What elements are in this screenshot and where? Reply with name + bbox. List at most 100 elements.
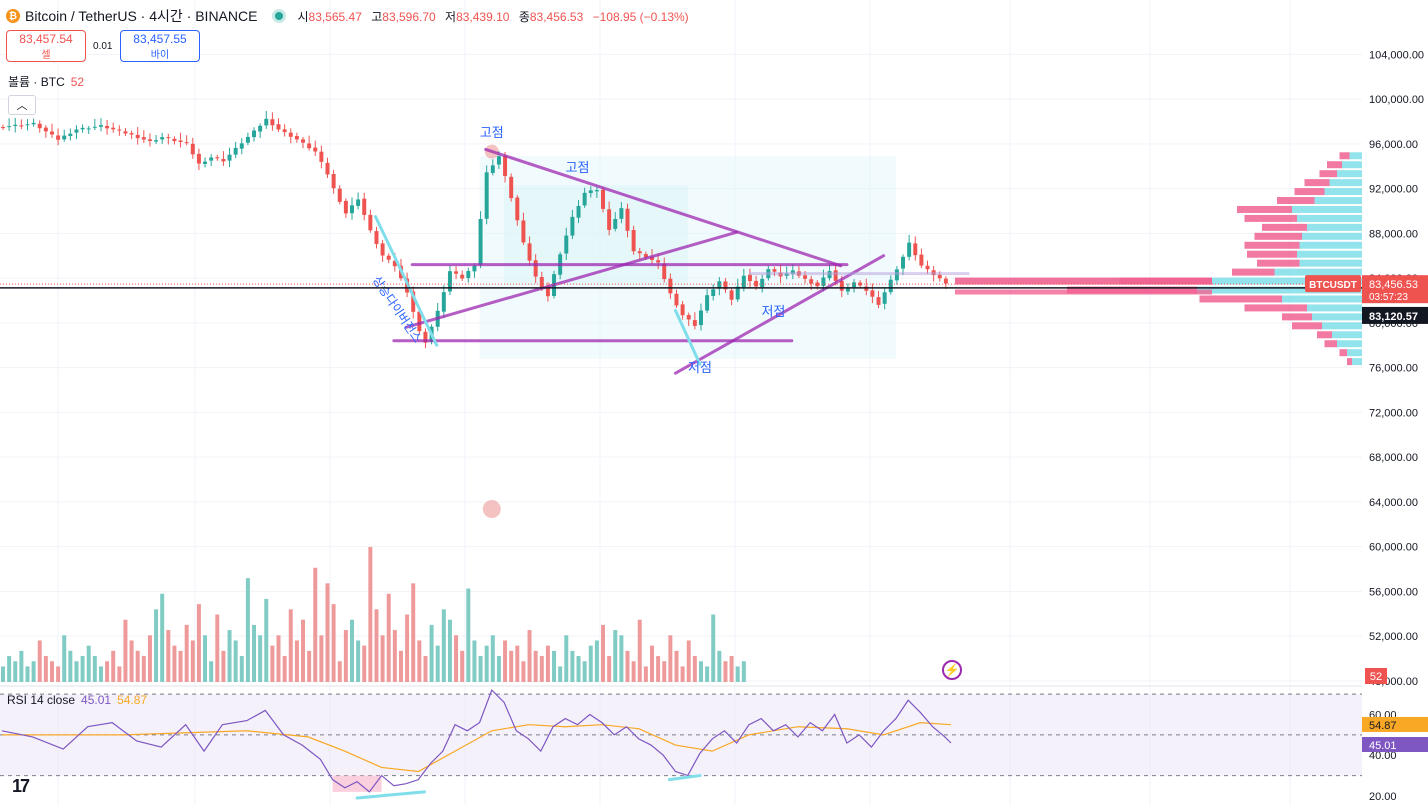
candle-body [460, 274, 465, 279]
symbol-title[interactable]: Bitcoin / TetherUS · 4시간 · BINANCE [25, 8, 258, 24]
sell-button[interactable]: 83,457.54 셀 [6, 30, 86, 62]
volume-bar [92, 656, 97, 682]
price-tick-label: 60,000.00 [1369, 542, 1418, 554]
candle-body [656, 260, 661, 263]
volume-bar [533, 650, 538, 682]
candle-body [141, 137, 146, 140]
profile-bar-up [1349, 152, 1362, 160]
ohlc-high-label: 고 [371, 9, 383, 24]
volume-bar [31, 661, 36, 682]
rsi-legend[interactable]: RSI 14 close 45.01 54.87 [7, 693, 147, 707]
lightning-icon[interactable]: ⚡ [942, 660, 962, 680]
rsi-ma-badge [1362, 716, 1428, 732]
rsi-divergence-line [667, 774, 702, 782]
volume-bar [325, 583, 330, 682]
candle-body [313, 147, 318, 152]
candle-body [37, 123, 42, 129]
candle-body [319, 151, 324, 162]
candle-body [43, 127, 48, 132]
ohlc-close-label: 종 [518, 9, 530, 24]
profile-bar-up [1297, 214, 1362, 222]
volume-bar [613, 630, 618, 682]
chart-annotation: 상승다이버전스 [370, 273, 425, 345]
volume-bar [637, 619, 642, 682]
volume-bar [484, 645, 489, 682]
collapse-legend-button[interactable]: ︿ [8, 95, 36, 115]
candle-body [882, 292, 887, 304]
profile-bar-up [1292, 205, 1362, 213]
volume-bar [374, 609, 379, 682]
volume-bar [160, 593, 165, 682]
candle-body [252, 130, 257, 138]
candle-body [454, 271, 459, 274]
profile-bar-down [1244, 304, 1307, 312]
profile-bar-up [1324, 188, 1362, 196]
ohlc-high: 83,596.70 [382, 9, 436, 24]
volume-bar [692, 656, 697, 682]
volume-legend[interactable]: 볼륨 · BTC 52 [8, 73, 84, 90]
candle-body [368, 214, 373, 231]
candle-body [711, 289, 716, 296]
candle-body [913, 243, 918, 256]
profile-poc [955, 277, 1212, 285]
profile-bar-up [1347, 349, 1362, 357]
candle-body [698, 310, 703, 326]
profile-bar-up [1332, 331, 1362, 339]
volume-bar [674, 650, 679, 682]
candle-body [135, 134, 140, 139]
candle-body [594, 190, 599, 192]
volume-bar [49, 661, 54, 682]
volume-bar [264, 598, 269, 682]
candle-body [484, 172, 489, 219]
volume-bar [227, 630, 232, 682]
candle-body [184, 142, 189, 144]
profile-bar-up [1342, 161, 1362, 169]
volume-bar [552, 650, 557, 682]
buy-button[interactable]: 83,457.55 바이 [120, 30, 200, 62]
candle-body [466, 270, 471, 279]
volume-bar [294, 640, 299, 682]
candle-body [178, 140, 183, 142]
candle-body [386, 255, 391, 260]
rsi-ma-line [2, 722, 952, 773]
sell-price: 83,457.54 [19, 31, 73, 46]
symbol-badge-label: BTCUSDT [1309, 280, 1357, 291]
candle-body [92, 126, 97, 128]
profile-bar-up [1337, 170, 1362, 178]
volume-bar [509, 650, 514, 682]
candle-body [74, 129, 79, 133]
volume-bar [196, 604, 201, 682]
volume-legend-label: 볼륨 · BTC [8, 75, 65, 89]
candle-body [521, 220, 526, 243]
volume-bar [68, 650, 73, 682]
profile-bar-down [1237, 205, 1292, 213]
candle-body [239, 143, 244, 149]
rsi-tick-label: 40.00 [1369, 750, 1397, 762]
candle-body [160, 137, 165, 140]
profile-bar-down [1339, 152, 1350, 160]
divergence-line [373, 215, 439, 347]
candle-body [423, 331, 428, 343]
volume-bar [478, 656, 483, 682]
candle-body [674, 293, 679, 306]
candle-body [282, 129, 287, 133]
tradingview-logo[interactable]: 17 [12, 776, 30, 796]
volume-bar [735, 666, 740, 682]
volume-bar [190, 640, 195, 682]
volume-bar [184, 624, 189, 682]
candle-body [631, 229, 636, 252]
profile-bar-up [1212, 277, 1362, 285]
volume-bar [203, 635, 208, 682]
candle-body [643, 254, 648, 258]
ohlc-close: 83,456.53 [529, 9, 584, 24]
candle-body [49, 131, 54, 135]
volume-bar [460, 650, 465, 682]
candle-body [68, 133, 73, 137]
candle-body [582, 192, 587, 206]
candle-body [111, 127, 116, 130]
candle-body [196, 153, 201, 164]
volume-bar [466, 588, 471, 682]
volume-bar [582, 661, 587, 682]
candle-body [515, 197, 520, 221]
